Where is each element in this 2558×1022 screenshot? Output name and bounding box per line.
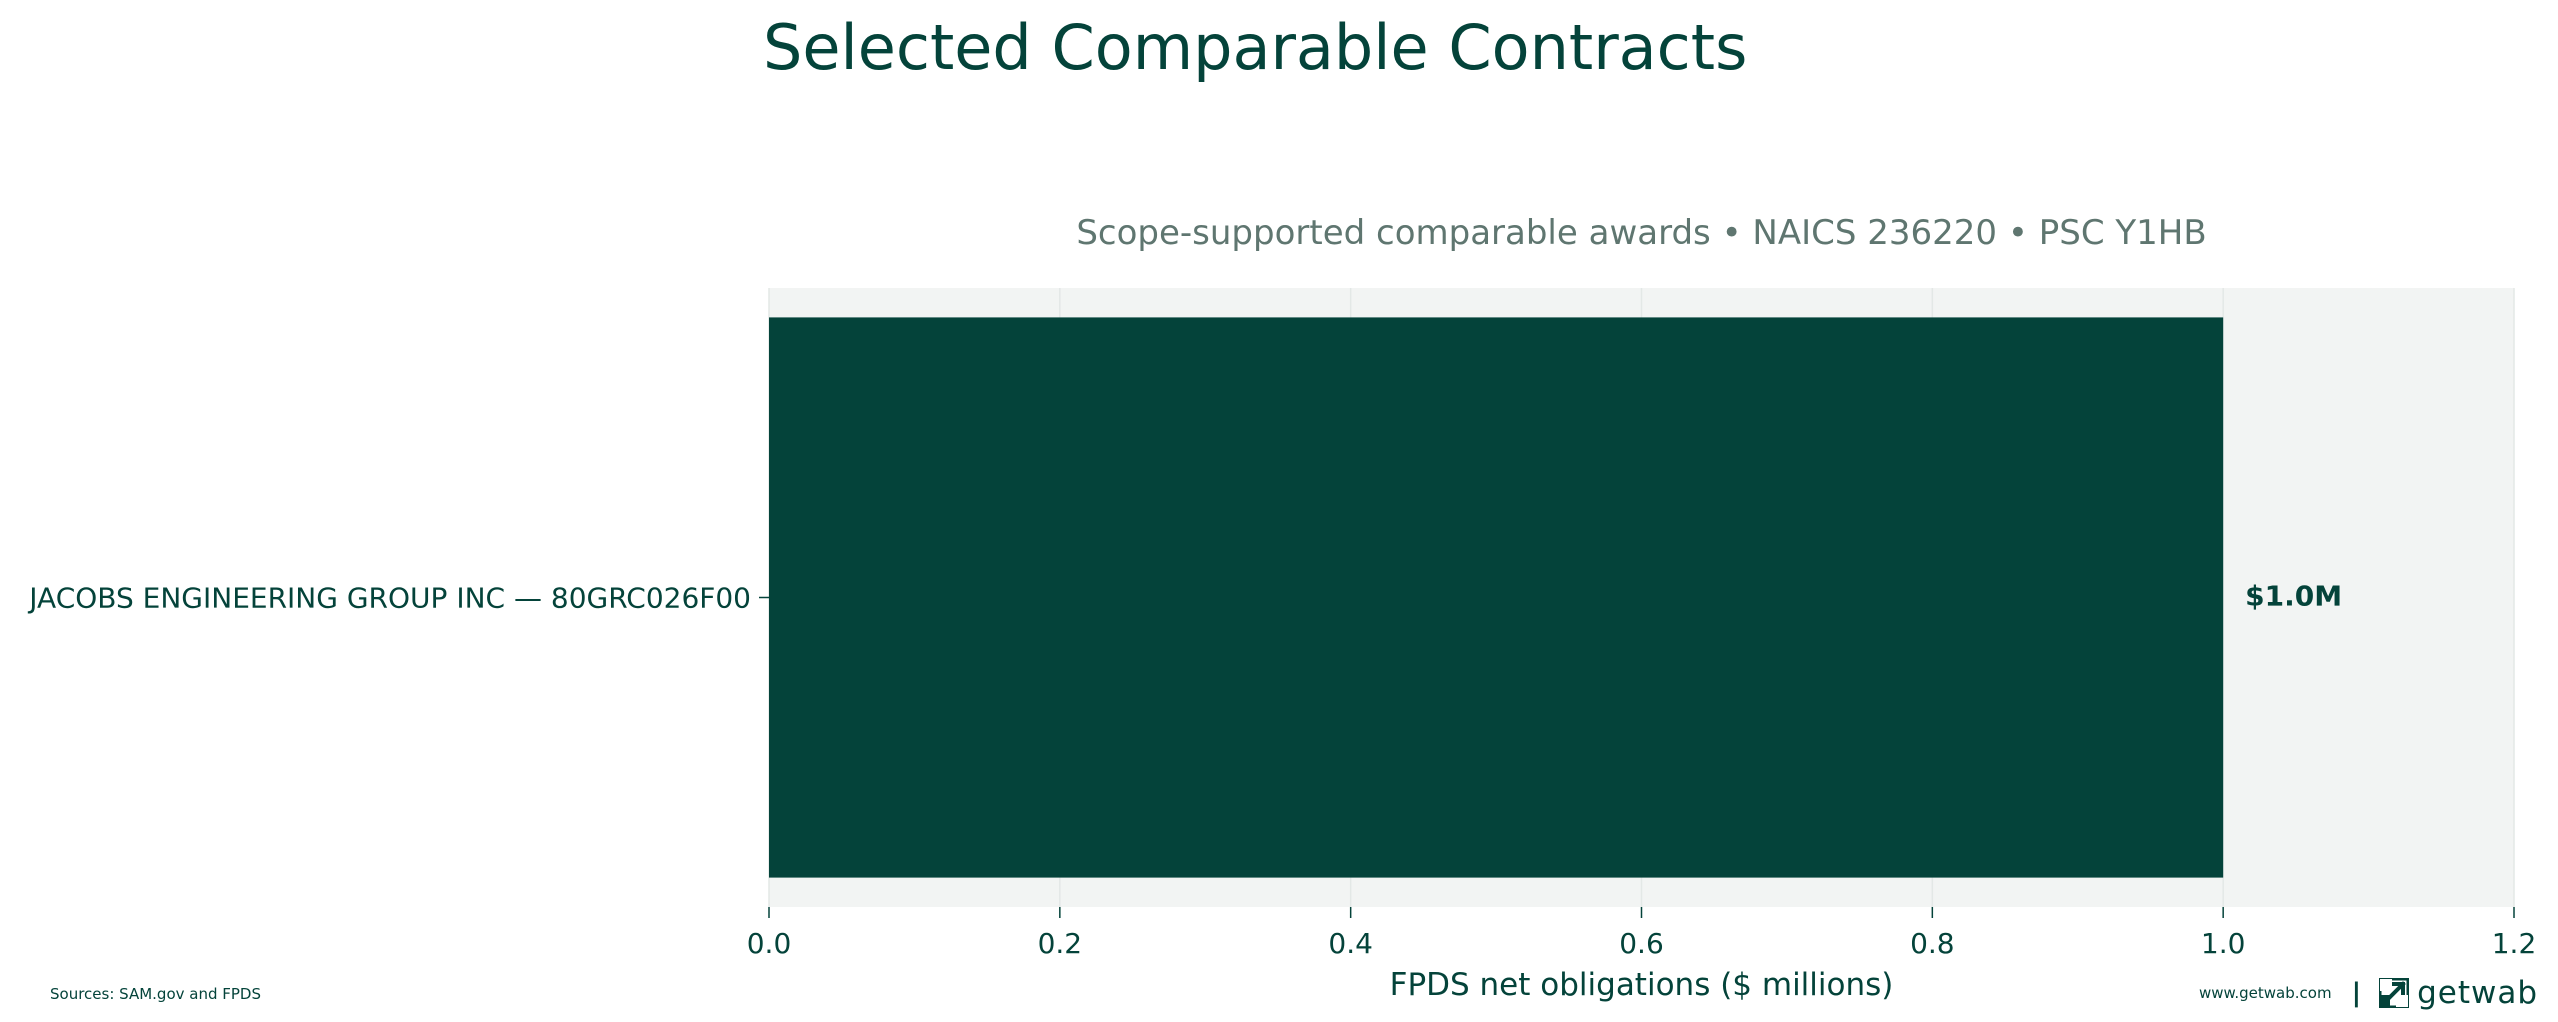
x-tick-label: 0.6: [1619, 927, 1664, 960]
chart-title: Selected Comparable Contracts: [763, 11, 1748, 84]
footer-branding: www.getwab.com | getwab: [2198, 975, 2538, 1011]
website-link[interactable]: www.getwab.com: [2198, 984, 2332, 1002]
x-tick-label: 0.8: [1910, 927, 1955, 960]
sources-note: Sources: SAM.gov and FPDS: [50, 985, 262, 1003]
brand-wordmark: getwab: [2417, 975, 2538, 1011]
x-tick-label: 0.2: [1038, 927, 1083, 960]
x-tick-label: 1.0: [2201, 927, 2246, 960]
category-label: JACOBS ENGINEERING GROUP INC — 80GRC026F…: [27, 582, 751, 615]
bar: [769, 317, 2224, 878]
chart-subtitle: Scope-supported comparable awards • NAIC…: [1076, 213, 2206, 253]
x-tick-label: 1.2: [2492, 927, 2537, 960]
footer-separator: |: [2351, 978, 2362, 1008]
data-label: $1.0M: [2245, 580, 2342, 613]
x-axis-label: FPDS net obligations ($ millions): [1390, 967, 1894, 1003]
getwab-logo-icon: [2379, 978, 2410, 1008]
x-tick-label: 0.0: [747, 927, 792, 960]
x-tick-label: 0.4: [1328, 927, 1373, 960]
